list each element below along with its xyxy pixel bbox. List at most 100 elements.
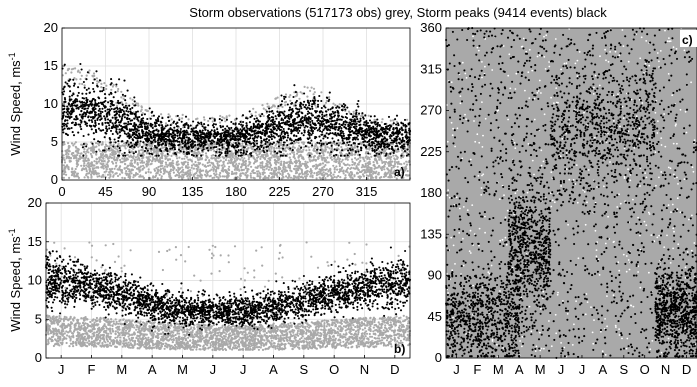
observation-point xyxy=(213,176,216,179)
peak-point xyxy=(314,109,317,113)
observation-point xyxy=(73,170,76,173)
observation-point xyxy=(160,153,163,156)
peak-point xyxy=(363,121,366,124)
peak-point xyxy=(64,98,67,101)
observation-point xyxy=(351,153,354,156)
observation-point xyxy=(321,162,325,165)
peak-point xyxy=(77,91,80,94)
peak-point xyxy=(126,89,129,92)
observation-point xyxy=(158,157,161,160)
peak-point xyxy=(133,136,136,139)
peak-point xyxy=(64,132,67,135)
observation-point xyxy=(342,162,345,165)
observation-point xyxy=(367,114,370,117)
observation-point xyxy=(281,169,284,172)
peak-point xyxy=(357,105,360,108)
peak-point xyxy=(195,154,198,157)
peak-point xyxy=(320,99,323,103)
peak-point xyxy=(90,128,93,131)
peak-point xyxy=(216,128,219,131)
observation-point xyxy=(387,171,390,174)
peak-point xyxy=(320,117,323,120)
observation-point xyxy=(180,161,183,164)
peak-point xyxy=(235,117,238,120)
observation-point xyxy=(344,174,347,177)
peak-point xyxy=(328,113,332,116)
peak-point xyxy=(234,149,237,152)
observation-point xyxy=(338,162,341,166)
peak-point xyxy=(179,150,182,153)
peak-point xyxy=(405,137,408,140)
peak-point xyxy=(80,110,83,113)
observation-point xyxy=(244,167,247,170)
observation-point xyxy=(128,172,131,176)
observation-point xyxy=(194,160,197,164)
observation-point xyxy=(292,155,296,158)
observation-point xyxy=(160,113,163,116)
observation-point xyxy=(173,167,176,170)
peak-point xyxy=(237,145,240,148)
peak-point xyxy=(282,127,285,131)
observation-point xyxy=(255,159,259,162)
peak-point xyxy=(143,125,146,128)
observation-point xyxy=(219,159,222,162)
observation-point xyxy=(292,167,296,170)
peak-point xyxy=(337,139,340,142)
observation-point xyxy=(190,164,194,167)
observation-point xyxy=(83,162,86,165)
observation-point xyxy=(168,115,172,118)
peak-point xyxy=(112,124,115,127)
peak-point xyxy=(131,106,134,109)
observation-point xyxy=(291,162,294,165)
observation-point xyxy=(338,151,342,154)
peak-point xyxy=(176,114,179,117)
peak-point xyxy=(82,97,86,100)
observation-point xyxy=(363,165,366,168)
observation-point xyxy=(244,159,247,162)
peak-point xyxy=(376,130,379,133)
observation-point xyxy=(64,153,68,156)
observation-point xyxy=(313,145,316,148)
observation-point xyxy=(66,164,69,167)
peak-point xyxy=(250,154,253,157)
peak-point xyxy=(117,154,120,157)
observation-point xyxy=(123,142,126,145)
observation-point xyxy=(285,175,288,178)
observation-point xyxy=(228,165,231,168)
peak-point xyxy=(296,108,299,111)
observation-point xyxy=(98,175,101,178)
peak-point xyxy=(337,144,340,147)
observation-point xyxy=(64,149,67,152)
observation-point xyxy=(157,159,160,162)
observation-point xyxy=(259,155,263,158)
peak-point xyxy=(318,94,321,98)
peak-point xyxy=(212,134,215,138)
peak-point xyxy=(98,140,101,143)
peak-point xyxy=(299,103,302,106)
peak-point xyxy=(389,125,393,128)
peak-point xyxy=(225,118,228,121)
peak-point xyxy=(117,140,120,143)
observation-point xyxy=(364,170,367,173)
peak-point xyxy=(290,130,294,133)
observation-point xyxy=(63,161,67,164)
peak-point xyxy=(311,114,314,117)
observation-point xyxy=(137,149,141,152)
observation-point xyxy=(142,164,145,167)
peak-point xyxy=(374,120,377,124)
observation-point xyxy=(273,105,276,108)
peak-point xyxy=(102,129,105,132)
peak-point xyxy=(354,112,358,116)
observation-point xyxy=(307,146,310,149)
observation-point xyxy=(144,109,147,112)
peak-point xyxy=(230,126,233,129)
observation-point xyxy=(95,142,98,145)
peak-point xyxy=(73,123,76,126)
peak-point xyxy=(99,112,102,115)
peak-point xyxy=(166,150,169,153)
peak-point xyxy=(67,79,71,82)
peak-point xyxy=(101,110,104,114)
observation-point xyxy=(232,172,235,175)
observation-point xyxy=(375,175,378,178)
observation-point xyxy=(263,171,266,174)
